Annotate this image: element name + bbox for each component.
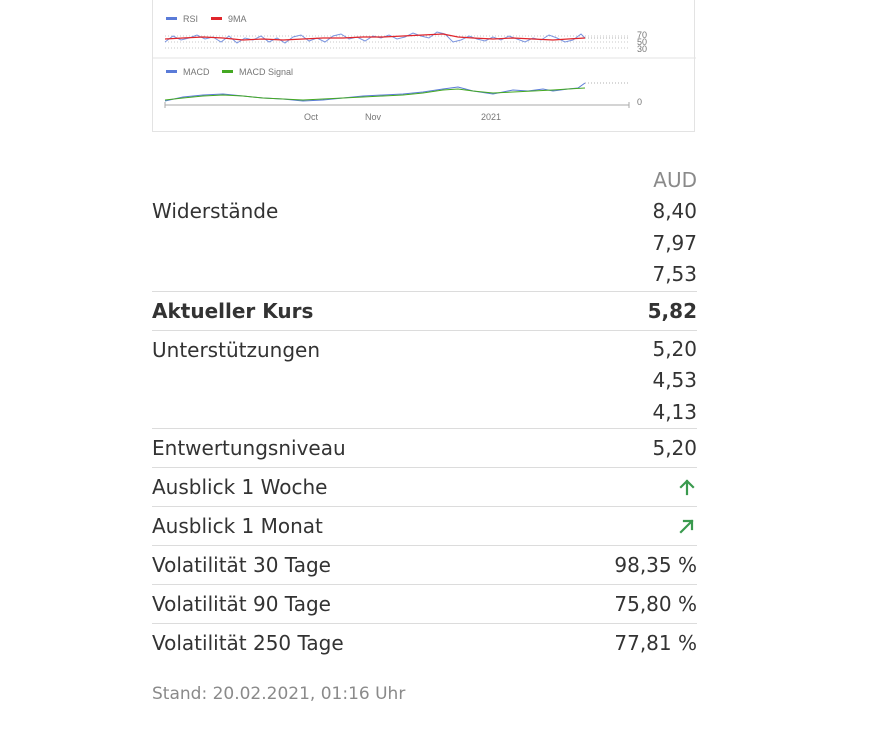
volatility-250-label: Volatilität 250 Tage	[152, 631, 344, 655]
supports-values: 5,20 4,53 4,13	[652, 331, 697, 429]
x-tick-oct: Oct	[304, 112, 319, 122]
arrow-up-right-icon	[677, 507, 697, 545]
resistances-row: Widerstände 8,40 7,97 7,53	[152, 196, 697, 291]
volatility-250-row: Volatilität 250 Tage 77,81 %	[152, 623, 697, 662]
last-updated-timestamp: Stand: 20.02.2021, 01:16 Uhr	[152, 684, 406, 704]
current-price-label: Aktueller Kurs	[152, 298, 314, 323]
ma9-legend-label: 9MA	[228, 14, 247, 24]
resistance-value: 8,40	[652, 199, 697, 223]
volatility-30-value: 98,35 %	[614, 553, 697, 577]
indicator-chart: RSI 9MA 70 50 30 MACD MACD Signal 0 Oct …	[153, 14, 696, 122]
supports-row: Unterstützungen 5,20 4,53 4,13	[152, 329, 697, 429]
macd-legend-label: MACD	[183, 67, 210, 77]
outlook-month-label: Ausblick 1 Monat	[152, 514, 323, 538]
current-price-row: Aktueller Kurs 5,82	[152, 290, 697, 330]
rsi-level-70: 70	[637, 30, 647, 40]
outlook-week-label: Ausblick 1 Woche	[152, 475, 328, 499]
rsi-level-30: 30	[637, 44, 647, 54]
ma9-legend-swatch	[211, 17, 222, 20]
x-tick-2021: 2021	[481, 112, 501, 122]
macd-legend-swatch	[166, 70, 177, 73]
volatility-30-row: Volatilität 30 Tage 98,35 %	[152, 545, 697, 584]
currency-label: AUD	[653, 168, 697, 192]
signal-legend-swatch	[222, 70, 233, 73]
macd-level-0: 0	[637, 97, 642, 107]
resistances-label: Widerstände	[152, 199, 279, 223]
key-figures-table: AUD Widerstände 8,40 7,97 7,53 Aktueller…	[152, 164, 697, 662]
devaluation-value: 5,20	[652, 436, 697, 460]
volatility-90-label: Volatilität 90 Tage	[152, 592, 331, 616]
resistance-value: 7,53	[652, 262, 697, 286]
rsi-level-50: 50	[637, 37, 647, 47]
volatility-30-values: 98,35 %	[614, 546, 697, 584]
rsi-legend-label: RSI	[183, 14, 198, 24]
outlook-week-row: Ausblick 1 Woche	[152, 467, 697, 506]
signal-legend-label: MACD Signal	[239, 67, 293, 77]
supports-label: Unterstützungen	[152, 337, 320, 362]
volatility-90-row: Volatilität 90 Tage 75,80 %	[152, 584, 697, 623]
volatility-250-values: 77,81 %	[614, 624, 697, 662]
macd-signal-line	[164, 87, 586, 101]
devaluation-row: Entwertungsniveau 5,20	[152, 428, 697, 467]
support-value: 4,53	[652, 368, 697, 392]
volatility-250-value: 77,81 %	[614, 631, 697, 655]
current-price-values: 5,82	[648, 292, 697, 330]
resistances-values: 8,40 7,97 7,53	[652, 196, 697, 291]
devaluation-values: 5,20	[652, 429, 697, 467]
arrow-up-icon	[677, 468, 697, 506]
ma9-line	[164, 33, 586, 41]
rsi-legend-swatch	[166, 17, 177, 20]
volatility-90-value: 75,80 %	[614, 592, 697, 616]
support-value: 4,13	[652, 399, 697, 424]
outlook-month-row: Ausblick 1 Monat	[152, 506, 697, 545]
resistance-value: 7,97	[652, 230, 697, 255]
volatility-90-values: 75,80 %	[614, 585, 697, 623]
support-value: 5,20	[652, 336, 697, 361]
current-price-value: 5,82	[647, 298, 697, 323]
indicator-chart-panel: RSI 9MA 70 50 30 MACD MACD Signal 0 Oct …	[152, 0, 696, 132]
devaluation-label: Entwertungsniveau	[152, 436, 346, 460]
currency-header-row: AUD	[152, 164, 697, 196]
x-tick-nov: Nov	[365, 112, 382, 122]
volatility-30-label: Volatilität 30 Tage	[152, 553, 331, 577]
